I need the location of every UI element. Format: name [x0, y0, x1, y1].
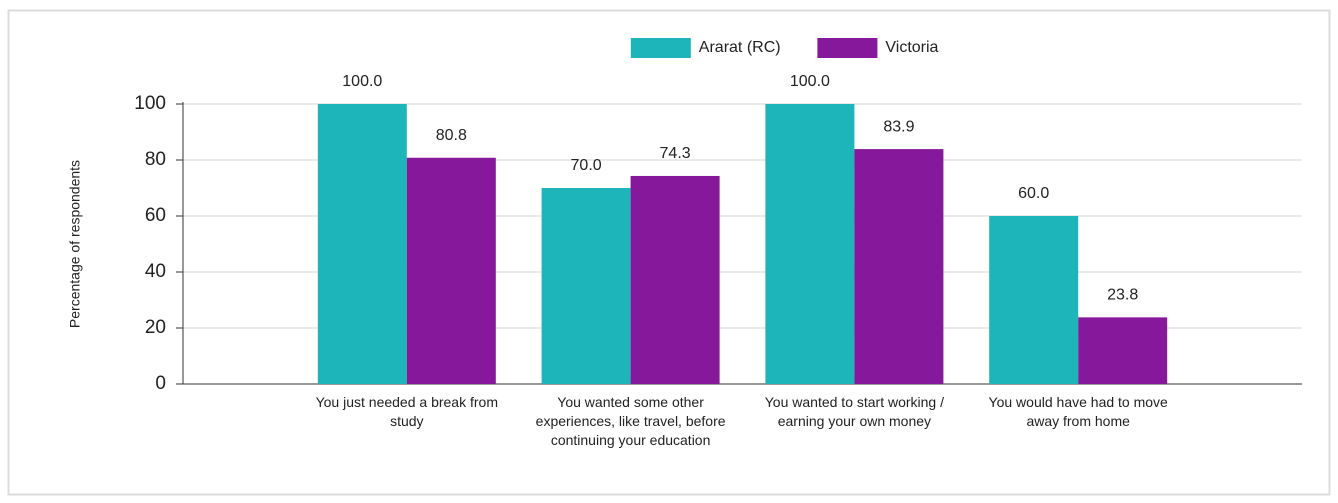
x-tick-label: You would have had to move away from hom…	[988, 394, 1168, 429]
value-label: 83.9	[883, 118, 914, 135]
bar	[765, 104, 855, 384]
value-label: 23.8	[1107, 287, 1138, 304]
bar	[541, 188, 631, 384]
legend-swatch	[817, 38, 878, 58]
value-label: 80.8	[436, 127, 467, 144]
value-label: 100.0	[342, 73, 382, 90]
value-label: 100.0	[790, 73, 830, 90]
legend-swatch	[630, 38, 691, 58]
x-tick-label: You wanted some other experiences, like …	[535, 394, 726, 448]
value-label: 60.0	[1018, 185, 1049, 202]
legend-label: Ararat (RC)	[699, 39, 781, 56]
bar	[989, 216, 1079, 384]
bar	[317, 104, 407, 384]
value-label: 70.0	[571, 157, 602, 174]
legend-label: Victoria	[885, 39, 938, 56]
y-tick-label: 60	[145, 205, 166, 226]
frame	[7, 9, 1331, 496]
y-tick-label: 40	[145, 261, 166, 282]
x-tick-label: You just needed a break from study	[315, 394, 498, 429]
value-label: 74.3	[660, 145, 691, 162]
y-axis-label: Percentage of respondents	[67, 160, 83, 328]
x-tick-label: You wanted to start working / earning yo…	[764, 394, 945, 429]
y-tick-label: 80	[145, 149, 166, 170]
y-tick-label: 100	[134, 93, 166, 114]
bar	[854, 149, 944, 384]
y-tick-label: 0	[155, 373, 166, 394]
bar	[630, 175, 720, 384]
bar	[406, 157, 496, 384]
y-tick-label: 20	[145, 317, 166, 338]
bar	[1078, 317, 1168, 384]
